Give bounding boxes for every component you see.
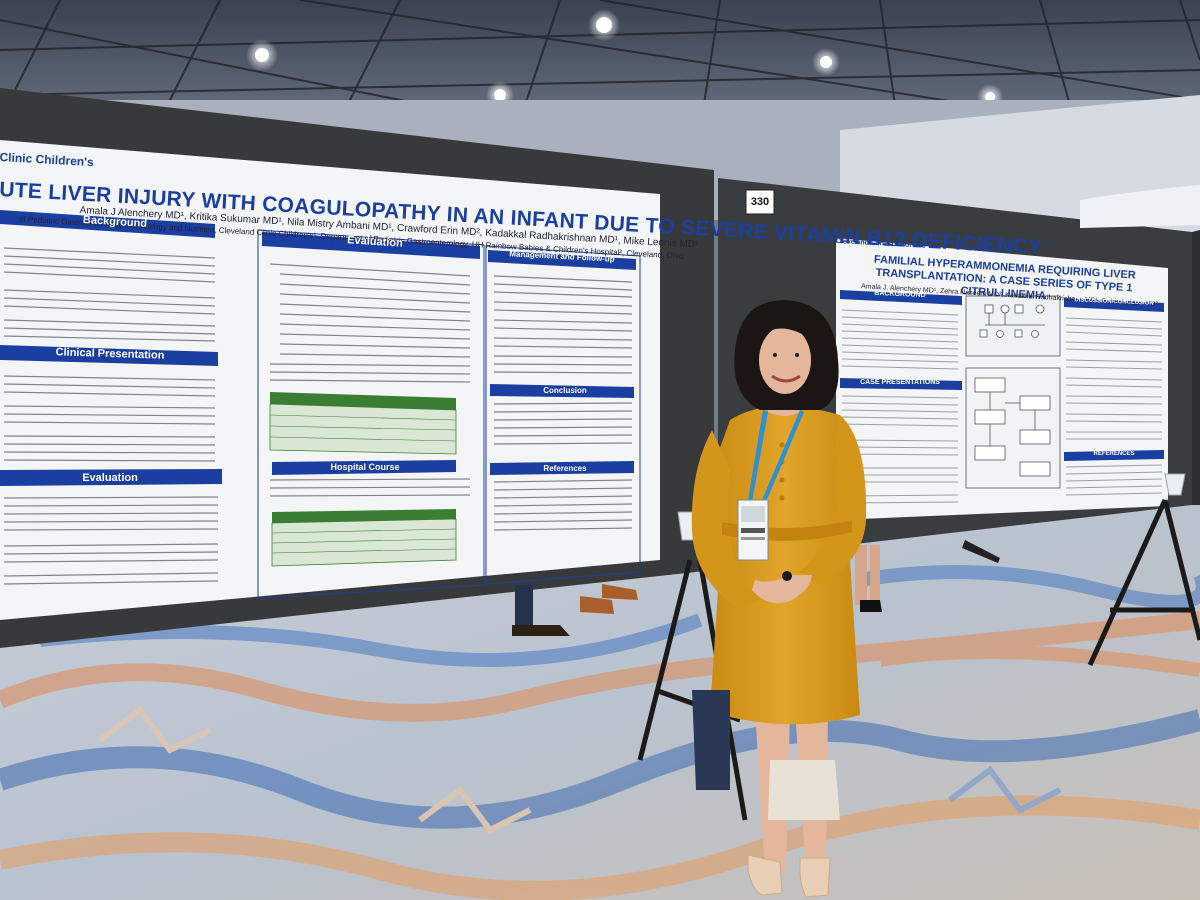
board-number: 330 <box>750 196 770 208</box>
handbag <box>692 690 730 790</box>
references-heading: References <box>543 464 587 473</box>
lab-table-1 <box>269 392 457 455</box>
board-number-card <box>745 189 775 215</box>
left-poster-headers <box>0 210 636 486</box>
watch <box>782 571 792 581</box>
lab-table-2 <box>271 509 457 567</box>
pedigree-figure <box>965 295 1061 489</box>
right-easel <box>1087 498 1200 667</box>
lanyard <box>748 410 768 502</box>
carpet-pattern <box>0 565 1200 900</box>
right-case-presentations-heading: CASE PRESENTATIONS <box>860 379 940 386</box>
hospital-course-heading: Hospital Course <box>330 462 400 472</box>
conclusion-heading: Conclusion <box>543 386 587 395</box>
background-people <box>512 540 1000 636</box>
background-sign <box>1080 185 1200 228</box>
right-references-heading: REFERENCES <box>1093 451 1135 457</box>
evaluation-heading-left: Evaluation <box>82 472 138 484</box>
right-poster-headers <box>840 290 1164 461</box>
presenter <box>691 300 867 898</box>
left-poster-body-lines <box>3 247 633 585</box>
left-poster-columns <box>257 229 641 599</box>
